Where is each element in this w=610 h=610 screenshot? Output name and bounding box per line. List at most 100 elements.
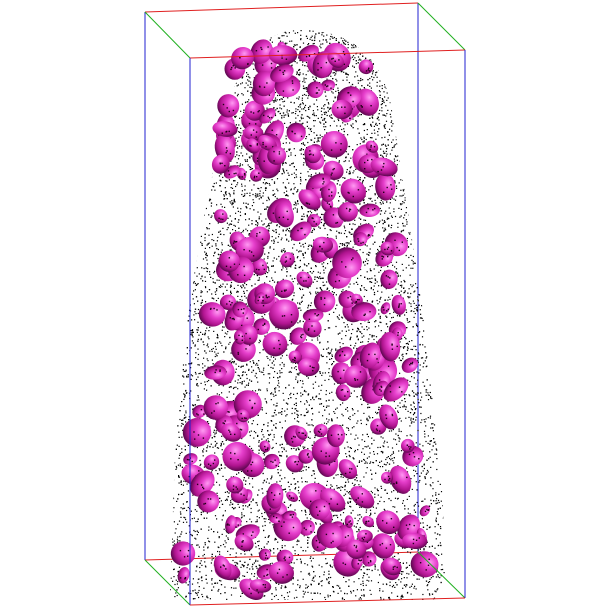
particle bbox=[388, 296, 390, 298]
particle bbox=[295, 204, 297, 206]
particle bbox=[379, 446, 381, 448]
particle bbox=[211, 559, 213, 561]
particle bbox=[317, 138, 319, 140]
particle bbox=[434, 547, 436, 549]
particle bbox=[300, 149, 302, 151]
particle bbox=[186, 376, 188, 378]
particle bbox=[339, 487, 341, 489]
particle bbox=[204, 251, 206, 253]
particle bbox=[185, 518, 187, 521]
particle bbox=[374, 496, 376, 498]
particle bbox=[179, 454, 181, 456]
particle bbox=[321, 32, 323, 34]
particle bbox=[396, 123, 398, 125]
particle bbox=[337, 192, 339, 194]
particle bbox=[267, 364, 269, 366]
particle bbox=[217, 447, 220, 449]
particle bbox=[376, 81, 378, 83]
particle bbox=[411, 409, 413, 411]
particle bbox=[345, 453, 347, 455]
particle bbox=[316, 141, 318, 143]
particle bbox=[258, 342, 260, 344]
particle bbox=[366, 253, 368, 255]
particle bbox=[302, 103, 304, 105]
particle bbox=[366, 329, 368, 331]
particle bbox=[183, 507, 186, 509]
particle bbox=[203, 370, 205, 372]
particle bbox=[394, 97, 396, 99]
particle bbox=[413, 475, 415, 477]
particle bbox=[284, 585, 286, 587]
particle bbox=[293, 562, 295, 564]
particle bbox=[360, 419, 362, 421]
particle bbox=[340, 232, 342, 234]
particle bbox=[266, 32, 269, 34]
particle bbox=[304, 446, 306, 448]
particle bbox=[341, 316, 343, 318]
particle bbox=[435, 492, 437, 494]
particle bbox=[353, 426, 355, 428]
particle bbox=[447, 602, 448, 603]
particle bbox=[347, 74, 349, 76]
particle bbox=[271, 30, 273, 32]
particle bbox=[216, 240, 218, 242]
particle bbox=[346, 76, 348, 78]
particle bbox=[346, 79, 348, 81]
particle bbox=[307, 287, 309, 289]
particle bbox=[257, 222, 259, 224]
particle bbox=[294, 32, 296, 34]
particle bbox=[384, 57, 386, 59]
particle bbox=[409, 204, 411, 206]
particle bbox=[366, 326, 368, 328]
particle bbox=[328, 582, 330, 585]
particle bbox=[376, 488, 378, 490]
particle bbox=[349, 418, 351, 421]
particle bbox=[266, 388, 268, 390]
particle bbox=[218, 87, 220, 89]
particle bbox=[204, 544, 206, 546]
particle bbox=[276, 405, 278, 407]
particle bbox=[225, 192, 227, 194]
particle bbox=[404, 281, 406, 283]
particle bbox=[259, 352, 261, 354]
particle bbox=[299, 302, 301, 304]
particle bbox=[384, 221, 386, 223]
particle bbox=[351, 44, 353, 46]
particle bbox=[185, 416, 187, 418]
particle bbox=[394, 155, 396, 157]
particle bbox=[432, 423, 434, 425]
particle bbox=[214, 426, 217, 428]
particle bbox=[410, 408, 412, 410]
particle bbox=[331, 91, 333, 93]
particle bbox=[300, 301, 302, 303]
particle bbox=[286, 443, 288, 445]
particle bbox=[204, 599, 206, 600]
particle bbox=[422, 445, 424, 447]
particle bbox=[246, 31, 248, 33]
particle bbox=[394, 182, 396, 184]
particle bbox=[267, 225, 269, 227]
particle bbox=[261, 512, 263, 515]
particle bbox=[273, 257, 275, 259]
particle bbox=[411, 340, 413, 342]
particle bbox=[363, 287, 365, 289]
particle bbox=[310, 212, 313, 214]
particle bbox=[374, 46, 377, 48]
particle bbox=[202, 450, 204, 452]
particle bbox=[435, 517, 437, 519]
particle bbox=[245, 384, 248, 386]
particle bbox=[198, 223, 200, 225]
particle bbox=[263, 37, 266, 40]
particle bbox=[225, 33, 227, 35]
particle bbox=[197, 358, 199, 360]
particle bbox=[287, 115, 290, 117]
particle bbox=[417, 398, 419, 400]
particle bbox=[192, 408, 194, 410]
particle bbox=[356, 523, 358, 525]
particle bbox=[244, 159, 246, 161]
particle bbox=[208, 140, 210, 142]
particle bbox=[271, 392, 273, 394]
particle bbox=[280, 357, 282, 359]
particle bbox=[204, 381, 206, 383]
